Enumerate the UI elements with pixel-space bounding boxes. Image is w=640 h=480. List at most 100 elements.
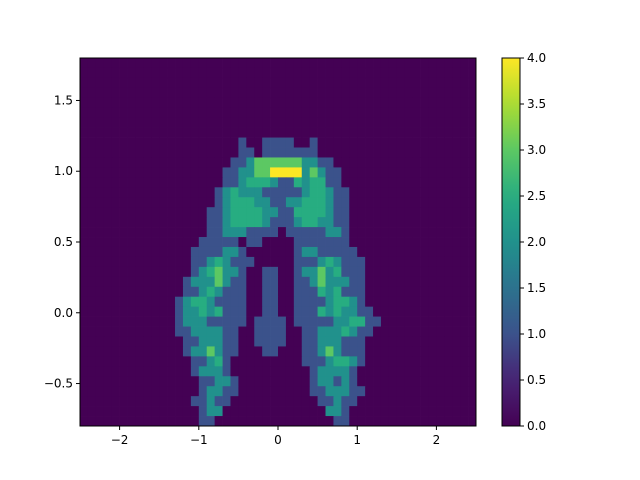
heatmap-cell [254,197,263,208]
heatmap-cells [80,58,477,427]
heatmap-cell [380,227,390,238]
heatmap-cell [301,58,311,69]
heatmap-cell [127,207,136,218]
heatmap-cell [206,406,215,417]
heatmap-cell [349,266,358,278]
heatmap-cell [333,147,342,158]
heatmap-cell [270,97,279,109]
heatmap-cell [293,197,303,208]
heatmap-cell [119,306,128,317]
heatmap-cell [198,296,208,307]
heatmap-cell [341,167,350,178]
heatmap-cell [357,217,366,228]
heatmap-cell [198,87,208,99]
heatmap-cell [127,177,136,188]
heatmap-cell [420,58,429,69]
heatmap-cell [190,396,200,407]
heatmap-cell [262,416,271,427]
heatmap-cell [159,246,168,258]
heatmap-cell [175,87,184,99]
heatmap-cell [333,386,342,397]
heatmap-cell [333,356,342,367]
heatmap-cell [420,227,429,238]
heatmap-cell [159,416,168,427]
heatmap-cell [388,386,398,397]
heatmap-cell [103,326,113,337]
heatmap-cell [412,386,421,397]
heatmap-cell [468,227,477,238]
heatmap-cell [412,316,421,327]
heatmap-cell [95,147,105,158]
heatmap-cell [373,177,382,188]
heatmap-cell [309,336,318,347]
heatmap-cell [428,406,437,417]
heatmap-cell [222,97,231,109]
heatmap-cell [452,366,461,377]
heatmap-cell [404,276,413,288]
heatmap-cell [190,127,200,138]
heatmap-cell [349,326,358,337]
heatmap-cell [159,266,168,278]
heatmap-cell [190,416,200,427]
heatmap-cell [396,356,406,367]
heatmap-cell [262,237,271,248]
heatmap-cell [341,157,350,168]
heatmap-cell [159,147,168,158]
heatmap-cell [309,77,318,89]
heatmap-cell [293,177,303,188]
heatmap-cell [278,326,287,337]
heatmap-cell [444,127,453,138]
heatmap-cell [309,346,318,357]
heatmap-cell [270,306,279,317]
heatmap-cell [468,276,477,288]
heatmap-cell [428,117,437,128]
heatmap-cell [325,187,334,198]
heatmap-cell [468,87,477,99]
heatmap-cell [452,416,461,427]
heatmap-cell [380,256,390,268]
heatmap-cell [175,117,184,128]
heatmap-cell [262,167,271,178]
heatmap-cell [111,177,120,188]
heatmap-cell [143,207,152,218]
heatmap-cell [468,187,477,198]
heatmap-cell [95,237,105,248]
heatmap-cell [396,376,406,387]
heatmap-cell [396,266,406,278]
heatmap-cell [444,217,453,228]
heatmap-cell [95,197,105,208]
heatmap-cell [278,197,287,208]
heatmap-cell [103,87,113,99]
heatmap-cell [365,227,374,238]
heatmap-cell [452,326,461,337]
heatmap-cell [95,276,105,288]
heatmap-cell [317,197,326,208]
heatmap-cell [254,326,263,337]
heatmap-cell [190,167,200,178]
heatmap-cell [460,87,469,99]
heatmap-cell [135,276,144,288]
heatmap-cell [317,117,326,128]
heatmap-cell [222,197,231,208]
heatmap-cell [175,306,184,317]
heatmap-cell [238,137,247,148]
heatmap-cell [404,117,413,128]
heatmap-cell [214,326,223,337]
heatmap-cell [175,286,184,298]
heatmap-cell [278,306,287,317]
heatmap-cell [214,107,223,119]
heatmap-cell [214,406,223,417]
heatmap-cell [301,336,311,347]
y-axis: −0.50.00.51.01.5 [44,93,80,391]
heatmap-cell [159,356,168,367]
heatmap-cell [143,177,152,188]
heatmap-cell [214,97,223,109]
heatmap-cell [111,326,120,337]
heatmap-cell [182,336,192,347]
heatmap-cell [214,87,223,99]
heatmap-cell [238,237,247,248]
heatmap-cell [278,167,287,178]
heatmap-cell [254,366,263,377]
heatmap-cell [460,197,469,208]
heatmap-cell [412,406,421,417]
